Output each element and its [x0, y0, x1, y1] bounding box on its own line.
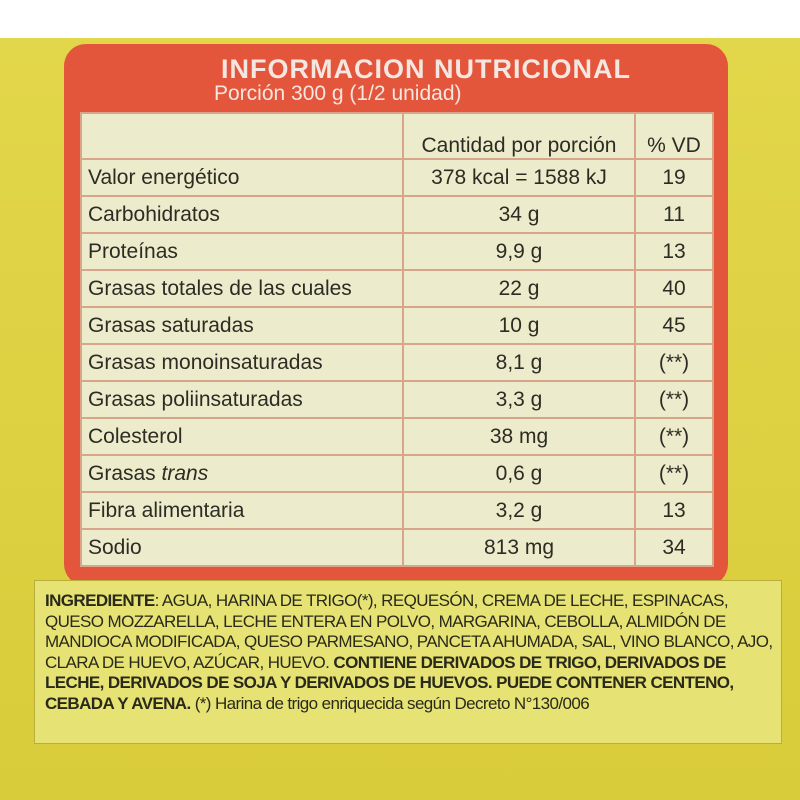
- table-row: Sodio 813 mg 34: [80, 528, 714, 567]
- nutrition-table: Cantidad por porción % VD Valor energéti…: [80, 112, 714, 567]
- nutrient-amount: 8,1 g: [402, 343, 636, 382]
- table-row: Carbohidratos 34 g 11: [80, 195, 714, 234]
- ingredients-box: INGREDIENTE: AGUA, HARINA DE TRIGO(*), R…: [34, 580, 782, 744]
- nutrient-vd: (**): [634, 417, 714, 456]
- ingredients-heading: INGREDIENTE: [45, 591, 155, 610]
- table-row: Valor energético 378 kcal = 1588 kJ 19: [80, 158, 714, 197]
- nutrient-name: Proteínas: [80, 232, 404, 271]
- nutrient-name: Valor energético: [80, 158, 404, 197]
- nutrient-name: Fibra alimentaria: [80, 491, 404, 530]
- nutrient-name: Carbohidratos: [80, 195, 404, 234]
- nutrient-name: Grasas poliinsaturadas: [80, 380, 404, 419]
- nutrient-amount: 10 g: [402, 306, 636, 345]
- serving-size: Porción 300 g (1/2 unidad): [214, 82, 462, 105]
- nutrition-title: INFORMACION NUTRICIONAL: [221, 54, 631, 84]
- nutrient-vd: (**): [634, 454, 714, 493]
- background-top: [0, 0, 800, 40]
- table-row: Colesterol 38 mg (**): [80, 417, 714, 456]
- nutrient-name: Grasas saturadas: [80, 306, 404, 345]
- nutrient-amount: 22 g: [402, 269, 636, 308]
- table-row: Grasas monoinsaturadas 8,1 g (**): [80, 343, 714, 382]
- header-blank: [80, 112, 404, 160]
- nutrient-amount: 378 kcal = 1588 kJ: [402, 158, 636, 197]
- table-row: Fibra alimentaria 3,2 g 13: [80, 491, 714, 530]
- table-row: Grasas poliinsaturadas 3,3 g (**): [80, 380, 714, 419]
- nutrient-vd: 13: [634, 232, 714, 271]
- nutrient-amount: 9,9 g: [402, 232, 636, 271]
- nutrient-amount: 34 g: [402, 195, 636, 234]
- footnote-text: (*) Harina de trigo enriquecida según De…: [190, 693, 590, 713]
- nutrient-vd: 13: [634, 491, 714, 530]
- nutrient-amount: 0,6 g: [402, 454, 636, 493]
- table-row: Proteínas 9,9 g 13: [80, 232, 714, 271]
- nutrient-vd: (**): [634, 343, 714, 382]
- table-header: Cantidad por porción % VD: [80, 112, 714, 160]
- nutrient-amount: 38 mg: [402, 417, 636, 456]
- header-amount: Cantidad por porción: [402, 112, 636, 160]
- table-row: Grasas totales de las cuales 22 g 40: [80, 269, 714, 308]
- table-row: Grasas saturadas 10 g 45: [80, 306, 714, 345]
- nutrient-vd: 11: [634, 195, 714, 234]
- nutrient-amount: 3,3 g: [402, 380, 636, 419]
- nutrient-vd: 40: [634, 269, 714, 308]
- nutrient-name: Sodio: [80, 528, 404, 567]
- nutrient-vd: (**): [634, 380, 714, 419]
- nutrient-name: Grasas trans: [80, 454, 404, 493]
- allergens-text: CONTIENE DERIVADOS DE TRIGO, DERIVADOS D…: [45, 652, 734, 713]
- nutrient-amount: 813 mg: [402, 528, 636, 567]
- header-vd: % VD: [634, 112, 714, 160]
- nutrient-name: Grasas totales de las cuales: [80, 269, 404, 308]
- nutrient-vd: 45: [634, 306, 714, 345]
- table-row: Grasas trans 0,6 g (**): [80, 454, 714, 493]
- nutrient-amount: 3,2 g: [402, 491, 636, 530]
- nutrient-vd: 34: [634, 528, 714, 567]
- nutrition-panel: INFORMACION NUTRICIONAL Porción 300 g (1…: [64, 44, 728, 586]
- nutrient-name: Colesterol: [80, 417, 404, 456]
- nutrient-name: Grasas monoinsaturadas: [80, 343, 404, 382]
- ingredients-list: : AGUA, HARINA DE TRIGO(*), REQUESÓN, CR…: [45, 591, 773, 672]
- nutrient-vd: 19: [634, 158, 714, 197]
